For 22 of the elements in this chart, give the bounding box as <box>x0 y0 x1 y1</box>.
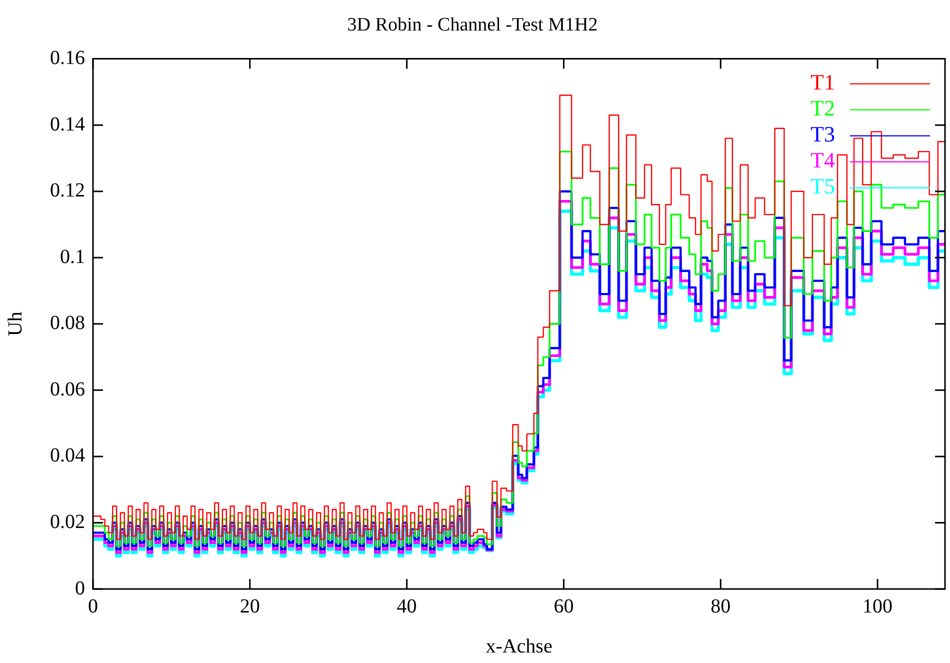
legend-label: T5 <box>810 174 835 199</box>
x-tick-label: 40 <box>396 595 417 618</box>
y-tick-label: 0.14 <box>50 113 85 136</box>
y-tick-label: 0.02 <box>50 510 85 533</box>
legend-label: T2 <box>810 96 835 121</box>
x-tick-label: 20 <box>240 595 260 618</box>
y-tick-label: 0.04 <box>50 444 85 467</box>
legend-label: T1 <box>810 70 835 95</box>
y-axis-title: Uh <box>4 312 26 336</box>
y-tick-label: 0 <box>75 577 85 600</box>
chart-title: 3D Robin - Channel -Test M1H2 <box>347 14 598 36</box>
y-tick-label: 0.16 <box>50 47 85 70</box>
x-tick-label: 60 <box>554 595 574 618</box>
y-tick-label: 0.1 <box>60 246 85 268</box>
y-tick-label: 0.12 <box>50 180 85 202</box>
x-tick-label: 80 <box>710 595 731 618</box>
legend-label: T3 <box>810 122 835 147</box>
x-axis-title: x-Achse <box>486 635 552 658</box>
legend-label: T4 <box>810 148 835 173</box>
y-tick-label: 0.08 <box>50 312 85 334</box>
y-tick-label: 0.06 <box>50 378 85 400</box>
x-tick-label: 100 <box>862 595 893 618</box>
